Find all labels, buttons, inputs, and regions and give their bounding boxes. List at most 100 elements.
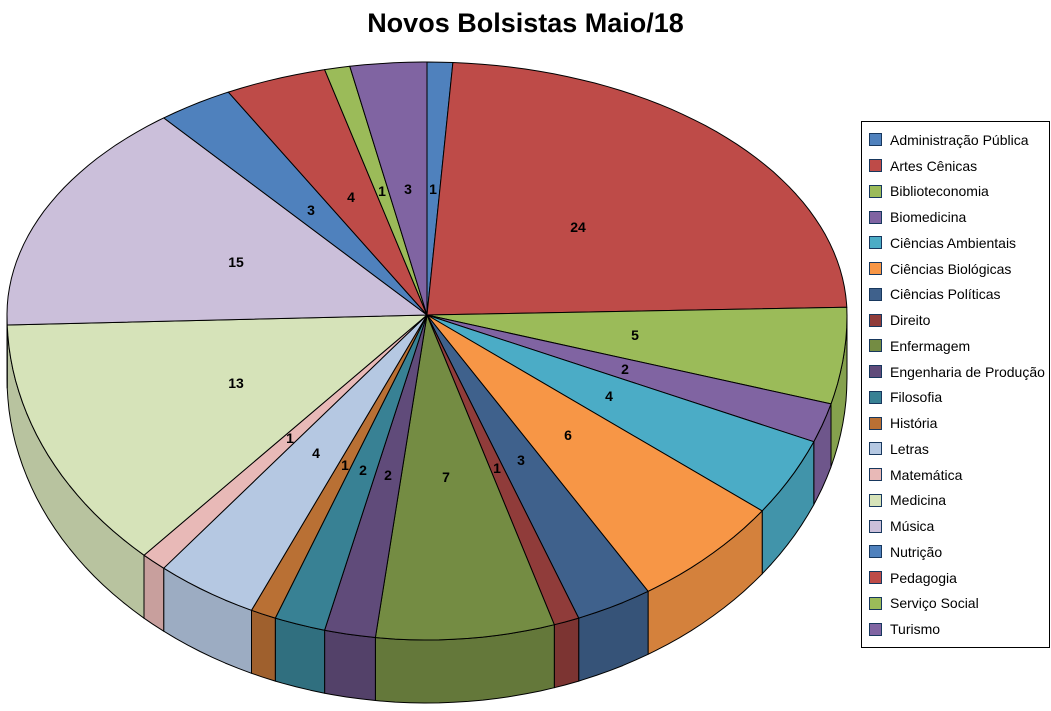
pie-slice-ciencias-ambientais[interactable] bbox=[426, 314, 815, 512]
chart-title: Novos Bolsistas Maio/18 bbox=[367, 8, 684, 38]
pie-slice-turismo[interactable] bbox=[349, 61, 428, 316]
data-label-musica: 15 bbox=[228, 254, 244, 270]
pie-slice-side-engenharia-de-producao bbox=[324, 629, 376, 701]
legend-label: Administração Pública bbox=[890, 131, 1029, 148]
legend-swatch-icon bbox=[869, 493, 882, 507]
legend-label: Engenharia de Produção bbox=[890, 363, 1045, 380]
legend-label: Nutrição bbox=[890, 543, 943, 560]
legend-label: Ciências Ambientais bbox=[890, 234, 1017, 251]
legend: Administração Pública Artes Cênicas Biblio… bbox=[861, 121, 1050, 648]
data-label-servico-social: 1 bbox=[378, 183, 386, 199]
legend-item-biomedicina[interactable]: Biomedicina bbox=[869, 205, 1047, 230]
legend-label: Biblioteconomia bbox=[890, 183, 989, 200]
legend-label: Pedagogia bbox=[890, 569, 957, 586]
legend-label: História bbox=[890, 415, 938, 432]
legend-label: Ciências Políticas bbox=[890, 286, 1001, 303]
legend-label: Ciências Biológicas bbox=[890, 260, 1012, 277]
data-label-nutricao: 3 bbox=[307, 202, 315, 218]
legend-item-matematica[interactable]: Matemática bbox=[869, 462, 1047, 487]
legend-label: Música bbox=[890, 518, 935, 535]
legend-swatch-icon bbox=[869, 287, 882, 301]
legend-item-pedagogia[interactable]: Pedagogia bbox=[869, 565, 1047, 590]
legend-swatch-icon bbox=[869, 339, 882, 353]
pie-slice-medicina[interactable] bbox=[6, 314, 428, 556]
data-label-turismo: 3 bbox=[404, 181, 412, 197]
legend-swatch-icon bbox=[869, 236, 882, 250]
data-label-pedagogia: 4 bbox=[347, 189, 355, 205]
data-label-biomedicina: 2 bbox=[621, 361, 629, 377]
pie-slice-musica[interactable] bbox=[6, 117, 428, 326]
legend-label: Filosofia bbox=[890, 389, 943, 406]
legend-item-ciencias-politicas[interactable]: Ciências Políticas bbox=[869, 282, 1047, 307]
legend-label: Biomedicina bbox=[890, 209, 967, 226]
legend-swatch-icon bbox=[869, 184, 882, 198]
legend-swatch-icon bbox=[869, 519, 882, 533]
legend-swatch-icon bbox=[869, 622, 882, 636]
pie-slice-letras[interactable] bbox=[163, 314, 428, 611]
data-label-letras: 4 bbox=[312, 445, 320, 461]
data-label-historia: 1 bbox=[341, 457, 349, 473]
legend-label: Medicina bbox=[890, 492, 947, 509]
legend-item-nutricao[interactable]: Nutrição bbox=[869, 539, 1047, 564]
legend-swatch-icon bbox=[869, 545, 882, 559]
legend-item-ciencias-ambientais[interactable]: Ciências Ambientais bbox=[869, 230, 1047, 255]
data-label-filosofia: 2 bbox=[359, 462, 367, 478]
legend-item-historia[interactable]: História bbox=[869, 411, 1047, 436]
legend-item-turismo[interactable]: Turismo bbox=[869, 617, 1047, 642]
pie-slice-side-historia bbox=[251, 609, 276, 682]
pie-slice-enfermagem[interactable] bbox=[374, 314, 555, 641]
pie-slice-ciencias-politicas[interactable] bbox=[426, 314, 649, 619]
legend-item-engenharia-de-producao[interactable]: Engenharia de Produção bbox=[869, 359, 1047, 384]
legend-item-servico-social[interactable]: Serviço Social bbox=[869, 591, 1047, 616]
data-label-artes-cenicas: 24 bbox=[570, 219, 586, 235]
data-label-enfermagem: 7 bbox=[442, 469, 450, 485]
legend-swatch-icon bbox=[869, 262, 882, 276]
pie-slice-pedagogia[interactable] bbox=[227, 69, 428, 316]
legend-item-artes-cenicas[interactable]: Artes Cênicas bbox=[869, 153, 1047, 178]
legend-item-ciencias-biologicas[interactable]: Ciências Biológicas bbox=[869, 256, 1047, 281]
legend-item-musica[interactable]: Música bbox=[869, 514, 1047, 539]
pie-slice-nutricao[interactable] bbox=[163, 91, 428, 316]
pie-slice-ciencias-biologicas[interactable] bbox=[426, 314, 763, 592]
legend-swatch-icon bbox=[869, 210, 882, 224]
legend-label: Turismo bbox=[890, 621, 941, 638]
legend-label: Letras bbox=[890, 440, 929, 457]
legend-swatch-icon bbox=[869, 416, 882, 430]
legend-swatch-icon bbox=[869, 133, 882, 147]
pie-slice-biblioteconomia[interactable] bbox=[426, 306, 848, 405]
data-label-ciencias-politicas: 3 bbox=[517, 452, 525, 468]
legend-item-filosofia[interactable]: Filosofia bbox=[869, 385, 1047, 410]
pie-slice-side-filosofia bbox=[274, 617, 326, 694]
pie-slice-artes-cenicas[interactable] bbox=[426, 62, 848, 316]
legend-swatch-icon bbox=[869, 390, 882, 404]
legend-swatch-icon bbox=[869, 571, 882, 585]
legend-label: Artes Cênicas bbox=[890, 157, 978, 174]
data-label-engenharia-de-producao: 2 bbox=[384, 467, 392, 483]
legend-swatch-icon bbox=[869, 596, 882, 610]
pie-slice-side-direito bbox=[553, 617, 580, 689]
legend-item-letras[interactable]: Letras bbox=[869, 436, 1047, 461]
legend-swatch-icon bbox=[869, 313, 882, 327]
data-label-matematica: 1 bbox=[286, 430, 294, 446]
legend-label: Enfermagem bbox=[890, 337, 971, 354]
legend-item-direito[interactable]: Direito bbox=[869, 308, 1047, 333]
data-label-direito: 1 bbox=[493, 460, 501, 476]
legend-swatch-icon bbox=[869, 159, 882, 173]
legend-item-medicina[interactable]: Medicina bbox=[869, 488, 1047, 513]
legend-item-enfermagem[interactable]: Enfermagem bbox=[869, 333, 1047, 358]
data-label-biblioteconomia: 5 bbox=[631, 327, 639, 343]
data-label-administracao-publica: 1 bbox=[429, 181, 437, 197]
data-label-medicina: 13 bbox=[228, 375, 244, 391]
legend-item-administracao-publica[interactable]: Administração Pública bbox=[869, 127, 1047, 152]
legend-label: Serviço Social bbox=[890, 595, 979, 612]
data-label-ciencias-ambientais: 4 bbox=[605, 388, 613, 404]
legend-label: Direito bbox=[890, 312, 931, 329]
legend-swatch-icon bbox=[869, 442, 882, 456]
data-label-ciencias-biologicas: 6 bbox=[564, 427, 572, 443]
legend-swatch-icon bbox=[869, 365, 882, 379]
legend-item-biblioteconomia[interactable]: Biblioteconomia bbox=[869, 179, 1047, 204]
legend-swatch-icon bbox=[869, 468, 882, 482]
legend-label: Matemática bbox=[890, 466, 963, 483]
